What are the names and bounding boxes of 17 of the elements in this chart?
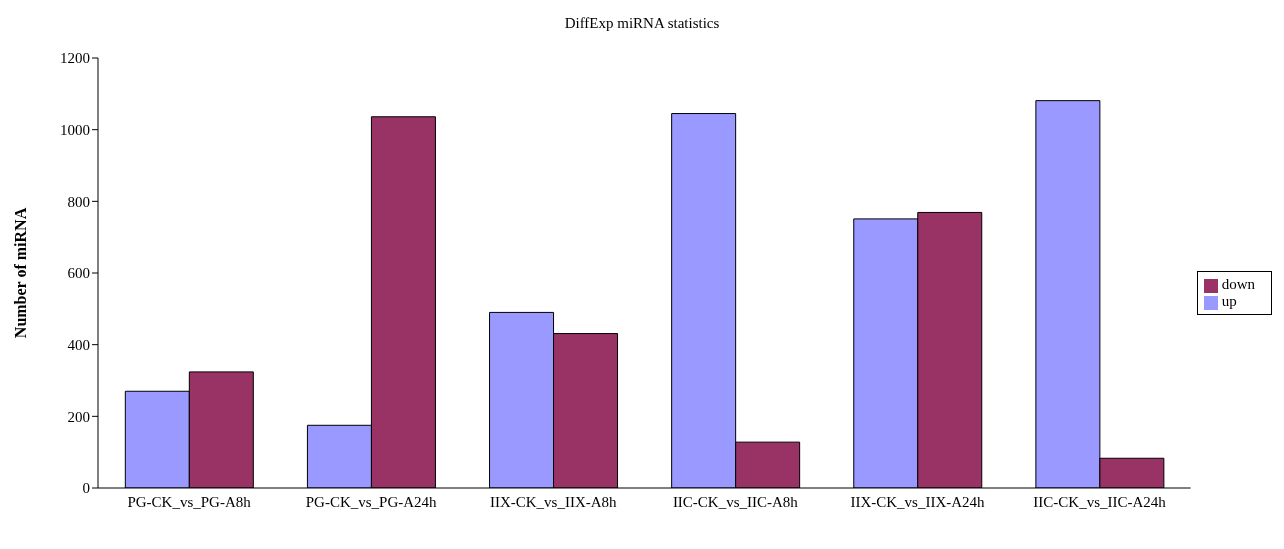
y-tick-label: 1000 <box>60 121 90 138</box>
chart-title: DiffExp miRNA statistics <box>563 14 721 33</box>
y-tick-label: 0 <box>82 480 90 497</box>
y-tick-label: 400 <box>67 336 90 353</box>
x-tick-label: IIC-CK_vs_IIC-A24h <box>1033 493 1167 510</box>
x-tick-label: IIC-CK_vs_IIC-A8h <box>672 493 799 510</box>
legend-label: up <box>1221 293 1237 309</box>
y-tick-label: 200 <box>67 408 90 425</box>
y-tick-label: 1200 <box>60 50 90 67</box>
y-axis-title: Number of miRNA <box>11 207 29 339</box>
x-tick-label: IIX-CK_vs_IIX-A24h <box>850 493 986 510</box>
y-tick-label: 600 <box>67 265 90 282</box>
x-tick-label: PG-CK_vs_PG-A8h <box>127 493 252 510</box>
y-tick-label: 800 <box>67 193 90 210</box>
x-tick-label: IIX-CK_vs_IIX-A8h <box>489 493 618 510</box>
x-tick-label: PG-CK_vs_PG-A24h <box>305 493 438 510</box>
legend-label: down <box>1221 276 1255 292</box>
